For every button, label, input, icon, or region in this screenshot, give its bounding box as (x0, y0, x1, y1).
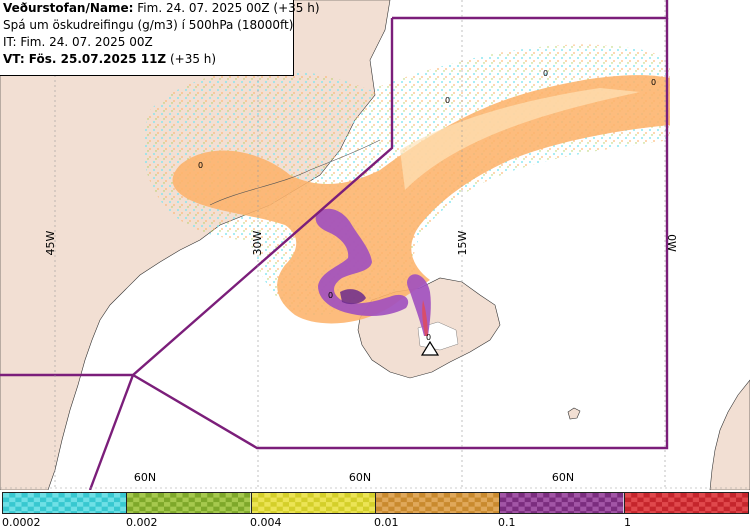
lat-label-60n-1: 60N (134, 471, 156, 484)
lon-label-30w: 30W (251, 230, 264, 255)
legend-colorbar (2, 492, 749, 514)
volcano-triangle-icon (420, 340, 440, 356)
lat-label-60n-2: 60N (349, 471, 371, 484)
legend-tick-label: 0.0002 (2, 516, 41, 529)
forecast-info-box: Veðurstofan/Name: Fim. 24. 07. 2025 00Z … (0, 0, 320, 76)
legend-swatch (374, 492, 501, 514)
valid-time-offset: (+35 h) (169, 52, 217, 66)
ash-red-core (422, 300, 428, 336)
run-label: Veðurstofan/Name: (3, 1, 134, 15)
legend-swatch (499, 492, 625, 514)
ash-dark-core (340, 289, 366, 305)
legend-tick-label: 1 (624, 516, 631, 529)
legend-tick-label: 0.01 (374, 516, 399, 529)
lat-label-60n-3: 60N (552, 471, 574, 484)
fir-boundary (0, 0, 669, 490)
legend-ticks: 0.0002 0.002 0.004 0.01 0.1 1 (0, 516, 750, 532)
run-line: Veðurstofan/Name: Fim. 24. 07. 2025 00Z … (3, 0, 320, 17)
legend-tick-label: 0.002 (126, 516, 158, 529)
legend-swatch (623, 492, 749, 514)
contour-label: 0 (426, 333, 431, 342)
contour-label: 0 (198, 161, 203, 170)
faroe-islands (567, 407, 581, 420)
ash-purple-zone (315, 208, 409, 316)
run-value: Fim. 24. 07. 2025 00Z (+35 h) (137, 1, 320, 15)
contour-label: 0 (651, 78, 656, 87)
ash-light-streak (400, 88, 640, 190)
concentration-legend: 0.0002 0.002 0.004 0.01 0.1 1 (0, 490, 750, 532)
legend-tick-label: 0.1 (498, 516, 516, 529)
graticule (0, 0, 750, 490)
contour-label: 0 (328, 291, 333, 300)
ash-forecast-map: 45W 30W 15W 0W 60N 60N 60N 0 0 0 0 0 0 (0, 0, 750, 490)
lon-label-0w: 0W (665, 234, 678, 252)
legend-swatch (126, 492, 252, 514)
greenland-coastline (209, 139, 381, 206)
contour-label: 0 (445, 96, 450, 105)
lon-label-45w: 45W (44, 230, 57, 255)
valid-time-line: VT: Fös. 25.07.2025 11Z (+35 h) (3, 51, 293, 68)
legend-swatch (250, 492, 376, 514)
contour-label: 0 (543, 69, 548, 78)
description-line: Spá um öskudreifingu (g/m3) í 500hPa (18… (3, 18, 294, 32)
valid-time: VT: Fös. 25.07.2025 11Z (3, 52, 167, 66)
lon-label-15w: 15W (456, 230, 469, 255)
issue-time: IT: Fim. 24. 07. 2025 00Z (3, 35, 153, 49)
legend-swatch (2, 492, 128, 514)
legend-tick-label: 0.004 (250, 516, 282, 529)
norway-land (709, 379, 750, 490)
ash-orange-plume (172, 75, 670, 324)
